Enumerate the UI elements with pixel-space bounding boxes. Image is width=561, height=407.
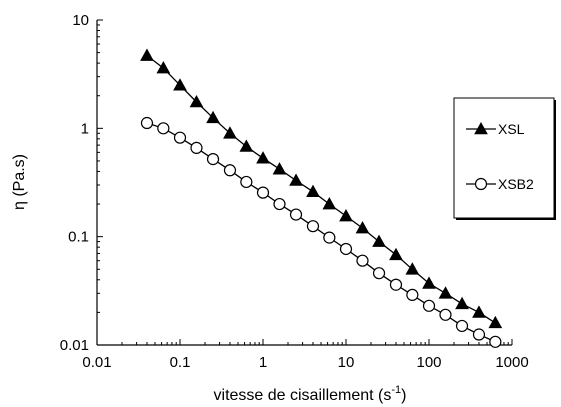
data-point [323, 231, 336, 244]
data-point [206, 152, 220, 166]
legend-shadow-right [554, 100, 556, 219]
y-axis: 0.01 0.1 1 10 [60, 12, 103, 354]
data-point [289, 173, 303, 186]
legend-label: XSB2 [498, 176, 534, 192]
data-point [206, 110, 220, 124]
y-axis-title: η (Pa.s) [11, 154, 28, 210]
x-tick-label: 0.01 [82, 354, 111, 371]
data-point [306, 184, 320, 198]
series-line [146, 54, 496, 324]
data-point [472, 305, 486, 318]
data-point [289, 208, 303, 221]
y-tick-label: 0.01 [60, 337, 89, 354]
data-point [240, 175, 253, 189]
data-point [189, 94, 204, 108]
data-point [422, 276, 436, 289]
data-point [405, 262, 420, 275]
data-point [223, 164, 237, 177]
data-point [322, 197, 337, 210]
y-tick-label: 1 [81, 120, 89, 137]
data-point [389, 278, 403, 291]
plot-frame [96, 20, 512, 346]
data-point [256, 151, 270, 164]
data-point [190, 141, 203, 154]
data-point [339, 242, 353, 256]
data-point [455, 319, 469, 333]
x-tick-label: 1000 [495, 354, 528, 371]
data-point [438, 286, 453, 299]
data-point [439, 308, 452, 321]
legend-item: XSB2 [466, 176, 534, 192]
series-layer [140, 48, 503, 348]
legend: XSL XSB2 [453, 97, 556, 220]
x-tick-label: 1 [259, 354, 267, 371]
series-line [146, 122, 496, 343]
x-tick-label: 10 [338, 354, 355, 371]
x-axis-title: vitesse de cisaillement (s-1) [214, 384, 407, 404]
data-point [389, 247, 403, 261]
data-point [372, 234, 386, 247]
x-tick-label: 0.1 [170, 354, 191, 371]
data-point [455, 296, 469, 310]
data-point [355, 221, 370, 234]
data-point [239, 139, 254, 152]
data-point [488, 315, 503, 329]
legend-box [453, 97, 555, 219]
series-xsl [140, 48, 503, 329]
x-axis: 0.01 0.1 1 10 100 1000 [82, 339, 529, 371]
data-point [356, 254, 369, 267]
data-point [140, 116, 154, 130]
legend-shadow-bottom [456, 218, 556, 220]
data-point [272, 162, 287, 175]
data-point [306, 220, 320, 233]
legend-item: XSL [466, 121, 525, 137]
data-point [472, 328, 486, 341]
data-point [256, 186, 270, 199]
data-point [156, 61, 171, 74]
legend-marker [474, 121, 488, 135]
data-point [406, 288, 419, 302]
data-point [339, 209, 353, 222]
x-tick-label: 100 [416, 354, 441, 371]
data-point [223, 126, 237, 139]
data-point [173, 78, 187, 91]
data-point [489, 335, 502, 348]
series-xsb2 [140, 116, 502, 348]
data-point [173, 131, 187, 144]
y-tick-label: 10 [72, 12, 89, 29]
data-point [422, 299, 436, 312]
legend-label: XSL [498, 121, 525, 137]
data-point [157, 122, 170, 135]
data-point [372, 267, 386, 280]
y-tick-label: 0.1 [68, 229, 89, 246]
data-point [273, 197, 286, 211]
legend-marker [474, 177, 488, 191]
data-point [140, 48, 154, 61]
